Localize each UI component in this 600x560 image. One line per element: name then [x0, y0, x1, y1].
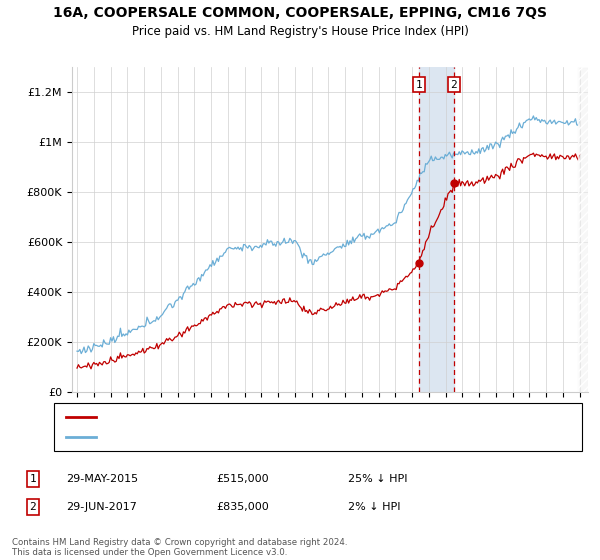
Text: HPI: Average price, detached house, Epping Forest: HPI: Average price, detached house, Eppi…	[102, 432, 366, 442]
Text: £835,000: £835,000	[216, 502, 269, 512]
Text: Contains HM Land Registry data © Crown copyright and database right 2024.
This d: Contains HM Land Registry data © Crown c…	[12, 538, 347, 557]
Text: 1: 1	[29, 474, 37, 484]
Text: Price paid vs. HM Land Registry's House Price Index (HPI): Price paid vs. HM Land Registry's House …	[131, 25, 469, 38]
Bar	[578, 67, 588, 392]
Bar	[578, 67, 588, 392]
Text: 29-JUN-2017: 29-JUN-2017	[66, 502, 137, 512]
Text: 1: 1	[416, 80, 422, 90]
Text: 2: 2	[29, 502, 37, 512]
Text: 16A, COOPERSALE COMMON, COOPERSALE, EPPING, CM16 7QS: 16A, COOPERSALE COMMON, COOPERSALE, EPPI…	[53, 6, 547, 20]
Text: 29-MAY-2015: 29-MAY-2015	[66, 474, 138, 484]
Text: £515,000: £515,000	[216, 474, 269, 484]
Text: 25% ↓ HPI: 25% ↓ HPI	[348, 474, 407, 484]
Bar	[419, 67, 454, 392]
Text: 16A, COOPERSALE COMMON, COOPERSALE, EPPING, CM16 7QS (detached house): 16A, COOPERSALE COMMON, COOPERSALE, EPPI…	[102, 412, 529, 422]
Text: 2% ↓ HPI: 2% ↓ HPI	[348, 502, 401, 512]
Text: 2: 2	[451, 80, 457, 90]
